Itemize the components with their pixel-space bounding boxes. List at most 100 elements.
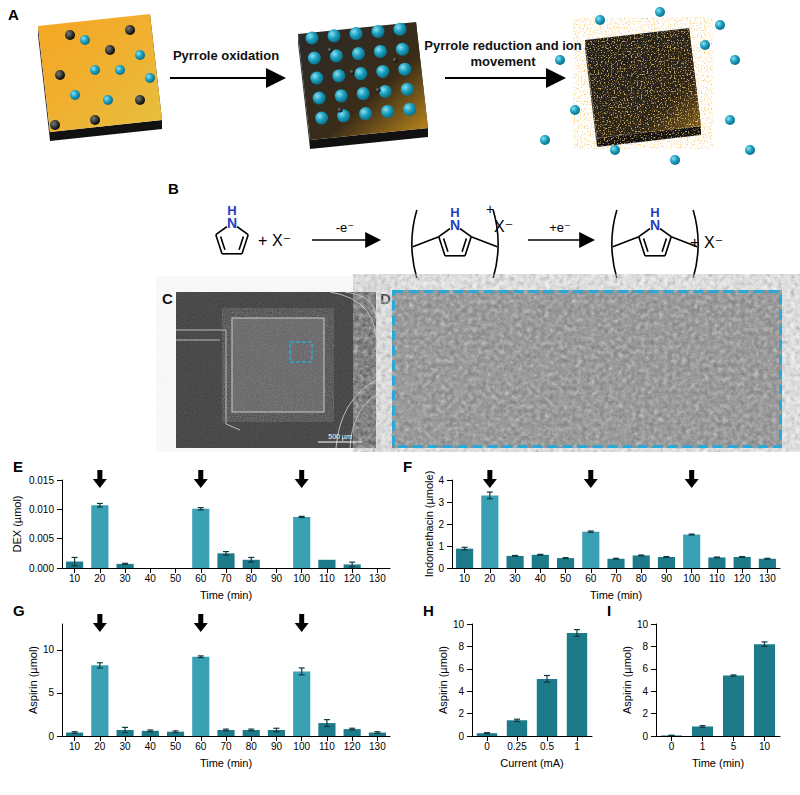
svg-text:-e⁻: -e⁻	[336, 220, 354, 235]
svg-text:Time (min): Time (min)	[590, 589, 642, 601]
svg-text:10: 10	[69, 573, 81, 584]
svg-text:70: 70	[220, 573, 232, 584]
svg-text:1: 1	[700, 741, 706, 752]
svg-text:6: 6	[642, 663, 648, 674]
svg-text:0.25: 0.25	[507, 741, 527, 752]
svg-text:0.015: 0.015	[29, 475, 54, 486]
svg-text:G: G	[13, 602, 25, 619]
svg-text:H: H	[450, 205, 459, 220]
svg-text:0.000: 0.000	[29, 563, 54, 574]
svg-text:50: 50	[560, 573, 572, 584]
svg-text:110: 110	[319, 573, 335, 584]
svg-text:100: 100	[293, 573, 310, 584]
svg-text:0: 0	[642, 731, 648, 742]
svg-text:Time (min): Time (min)	[200, 589, 252, 601]
svg-text:30: 30	[120, 741, 132, 752]
svg-text:A: A	[8, 6, 19, 23]
svg-text:100: 100	[683, 573, 700, 584]
svg-text:X⁻: X⁻	[494, 218, 513, 235]
svg-text:B: B	[168, 180, 179, 197]
svg-text:20: 20	[484, 573, 496, 584]
svg-text:Aspirin (µmol): Aspirin (µmol)	[621, 646, 633, 714]
svg-text:0: 0	[438, 563, 444, 574]
svg-text:Current (mA): Current (mA)	[500, 757, 564, 769]
svg-text:0: 0	[48, 731, 54, 742]
svg-text:E: E	[13, 458, 23, 475]
svg-text:130: 130	[369, 573, 386, 584]
svg-text:0: 0	[458, 731, 464, 742]
svg-text:2: 2	[642, 708, 648, 719]
svg-text:1: 1	[438, 541, 444, 552]
svg-text:4: 4	[458, 686, 464, 697]
svg-text:10: 10	[43, 644, 55, 655]
svg-text:20: 20	[94, 741, 106, 752]
svg-text:Time (min): Time (min)	[692, 757, 744, 769]
svg-text:10: 10	[453, 619, 465, 630]
svg-text:D: D	[380, 290, 391, 307]
svg-text:0.5: 0.5	[540, 741, 554, 752]
svg-text:20: 20	[94, 573, 106, 584]
svg-text:6: 6	[458, 663, 464, 674]
svg-text:1: 1	[574, 741, 580, 752]
svg-text:40: 40	[535, 573, 547, 584]
svg-text:40: 40	[145, 573, 157, 584]
svg-text:+: +	[690, 234, 699, 251]
svg-text:60: 60	[195, 573, 207, 584]
svg-text:60: 60	[195, 741, 207, 752]
svg-text:3: 3	[438, 497, 444, 508]
svg-text:0: 0	[484, 741, 490, 752]
svg-text:120: 120	[344, 573, 361, 584]
svg-text:50: 50	[170, 741, 182, 752]
svg-text:X⁻: X⁻	[704, 234, 723, 251]
svg-text:0.010: 0.010	[29, 504, 54, 515]
svg-text:10: 10	[637, 619, 649, 630]
svg-text:Aspirin (µmol): Aspirin (µmol)	[437, 646, 449, 714]
svg-text:0.005: 0.005	[29, 533, 54, 544]
svg-text:5: 5	[48, 687, 54, 698]
svg-text:C: C	[162, 290, 173, 307]
svg-text:40: 40	[145, 741, 157, 752]
svg-text:H: H	[227, 203, 236, 218]
svg-text:70: 70	[610, 573, 622, 584]
svg-text:80: 80	[636, 573, 648, 584]
svg-text:4: 4	[642, 686, 648, 697]
svg-text:110: 110	[319, 741, 335, 752]
svg-text:10: 10	[69, 741, 81, 752]
svg-text:H: H	[423, 602, 434, 619]
svg-text:Time (min): Time (min)	[200, 757, 252, 769]
svg-text:90: 90	[661, 573, 673, 584]
svg-text:+: +	[486, 201, 494, 217]
svg-text:100: 100	[293, 741, 310, 752]
svg-text:130: 130	[369, 741, 386, 752]
svg-text:30: 30	[120, 573, 132, 584]
svg-text:+: +	[258, 232, 267, 249]
svg-text:DEX (µmol): DEX (µmol)	[11, 495, 23, 552]
svg-text:Aspirin (µmol): Aspirin (µmol)	[27, 646, 39, 714]
svg-text:120: 120	[734, 573, 751, 584]
svg-text:2: 2	[458, 708, 464, 719]
svg-text:10: 10	[759, 741, 771, 752]
svg-text:F: F	[403, 458, 412, 475]
svg-text:80: 80	[246, 741, 258, 752]
svg-text:70: 70	[220, 741, 232, 752]
svg-text:90: 90	[271, 741, 283, 752]
svg-text:+e⁻: +e⁻	[549, 220, 571, 235]
svg-text:H: H	[650, 205, 659, 220]
svg-text:X⁻: X⁻	[272, 232, 291, 249]
svg-text:8: 8	[458, 641, 464, 652]
svg-text:30: 30	[510, 573, 522, 584]
svg-text:0: 0	[669, 741, 675, 752]
svg-text:8: 8	[642, 641, 648, 652]
svg-text:500 µm: 500 µm	[328, 433, 352, 441]
svg-text:2: 2	[438, 519, 444, 530]
svg-text:80: 80	[246, 573, 258, 584]
svg-text:60: 60	[585, 573, 597, 584]
svg-text:110: 110	[709, 573, 725, 584]
svg-text:90: 90	[271, 573, 283, 584]
svg-text:5: 5	[731, 741, 737, 752]
svg-text:Indomethacin (µmole): Indomethacin (µmole)	[423, 471, 435, 578]
svg-text:130: 130	[759, 573, 776, 584]
svg-text:10: 10	[459, 573, 471, 584]
svg-text:120: 120	[344, 741, 361, 752]
svg-text:50: 50	[170, 573, 182, 584]
